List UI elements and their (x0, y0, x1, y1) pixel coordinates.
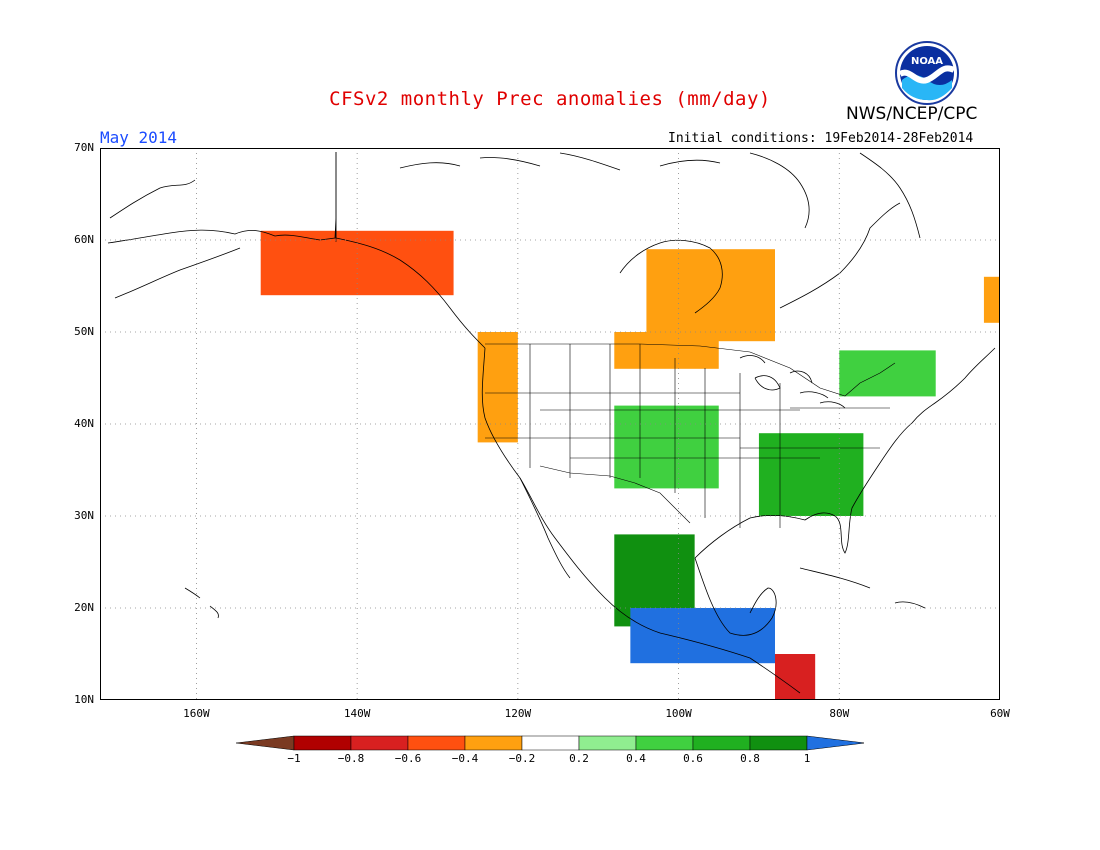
latitude-label: 10N (74, 693, 94, 706)
initial-conditions: Initial conditions: 19Feb2014-28Feb2014 (668, 131, 974, 146)
longitude-label: 80W (829, 707, 850, 720)
colorbar (236, 735, 864, 751)
anomaly-region (983, 276, 1000, 323)
colorbar-segment (578, 735, 637, 751)
state-lines (485, 344, 890, 528)
latitude-label: 40N (74, 417, 94, 430)
latitude-label: 20N (74, 601, 94, 614)
east-coast (879, 347, 996, 464)
latitude-label: 50N (74, 325, 94, 338)
anomaly-layer (260, 230, 1000, 700)
anomaly-region (839, 350, 936, 397)
hispaniola (894, 601, 926, 609)
colorbar-segment (635, 735, 694, 751)
anomaly-region (758, 433, 864, 516)
alaska-west-coast (109, 179, 241, 299)
alaska-coast (107, 152, 486, 349)
longitude-label: 120W (504, 707, 532, 720)
colorbar-segment (806, 735, 864, 751)
colorbar-segment (407, 735, 466, 751)
anomaly-region (614, 405, 719, 489)
logo-text: NOAA (911, 56, 943, 67)
chart-title: CFSv2 monthly Prec anomalies (mm/day) (329, 88, 771, 110)
hawaii (184, 587, 219, 619)
colorbar-segment (692, 735, 751, 751)
longitude-label: 160W (183, 707, 210, 720)
latitude-label: 30N (74, 509, 94, 522)
cuba (799, 567, 871, 589)
colorbar-tick-label: −0.8 (337, 752, 365, 765)
anomaly-region (614, 332, 719, 369)
colorbar-tick-label: 0.4 (626, 752, 646, 765)
colorbar-tick-label: −0.2 (508, 752, 536, 765)
gulf-coast (694, 462, 881, 559)
colorbar-segment (236, 735, 295, 751)
latitude-label: 60N (74, 233, 94, 246)
colorbar-tick-label: 0.6 (683, 752, 703, 765)
borders-layer (335, 152, 896, 528)
forecast-period: May 2014 (100, 128, 178, 147)
pacific-coast (481, 347, 661, 634)
colorbar-tick-label: 0.2 (569, 752, 589, 765)
colorbar-tick-label: −0.6 (394, 752, 422, 765)
agency-label: NWS/NCEP/CPC (846, 104, 978, 124)
colorbar-tick-label: −0.4 (451, 752, 479, 765)
longitude-label: 100W (665, 707, 692, 720)
colorbar-tick-label: 1 (803, 752, 811, 765)
longitude-label: 60W (990, 707, 1010, 720)
yucatan (694, 557, 777, 636)
baja (519, 477, 571, 579)
longitude-label: 140W (343, 707, 371, 720)
colorbar-segment (293, 735, 352, 751)
labrador (779, 202, 901, 309)
coastline-layer (107, 152, 996, 694)
colorbar-tick-label: −1 (287, 752, 301, 765)
colorbar-segment (749, 735, 808, 751)
anomaly-region (630, 608, 775, 664)
colorbar-tick-label: 0.8 (740, 752, 760, 765)
latitude-label: 70N (74, 141, 94, 154)
map-panel (100, 148, 1000, 700)
greenland (859, 152, 921, 239)
colorbar-segment (350, 735, 409, 751)
arctic-islands (399, 152, 810, 229)
anomaly-region (477, 332, 518, 443)
graticule (100, 148, 1000, 700)
hudson-bay (619, 239, 723, 314)
colorbar-segment (464, 735, 523, 751)
noaa-logo: NOAA (895, 41, 959, 105)
colorbar-segment (521, 735, 580, 751)
central-america (659, 632, 801, 694)
us-canada-border (485, 343, 896, 397)
anomaly-region (646, 249, 775, 342)
anomaly-region (775, 654, 816, 700)
